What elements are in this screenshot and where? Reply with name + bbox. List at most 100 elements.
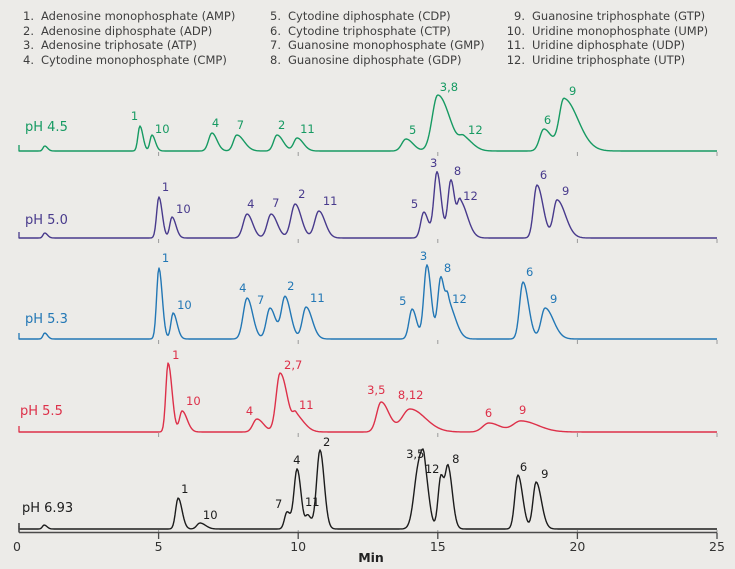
peak-label-ph-5-0: 7 — [272, 196, 279, 210]
trace-label-ph-5-5: pH 5.5 — [20, 404, 63, 419]
peak-label-ph-5-3: 4 — [239, 281, 246, 295]
legend-item-number: 2. — [23, 23, 34, 38]
peak-label-ph-5-0: 11 — [323, 194, 338, 208]
legend-item: 4. Cytodine monophosphate (CMP) — [12, 53, 235, 68]
peak-label-ph-6-93: 1 — [181, 482, 188, 496]
legend-item: 12. Uridine triphosphate (UTP) — [503, 53, 708, 68]
legend-item-number: 11. — [506, 38, 525, 53]
trace-path-ph-5-0 — [19, 170, 717, 239]
legend-item-number: 4. — [23, 52, 34, 67]
peak-label-ph-6-93: 2 — [323, 435, 330, 449]
peak-label-ph-5-5: 6 — [485, 406, 492, 420]
x-axis-title: Min — [358, 550, 384, 565]
peak-label-ph-5-3: 6 — [526, 265, 533, 279]
peak-label-ph-5-5: 2,7 — [284, 358, 302, 372]
x-axis-tick-label: 10 — [290, 539, 306, 554]
peak-label-ph-5-3: 3 — [420, 249, 427, 263]
peak-label-ph-5-0: 10 — [176, 202, 191, 216]
peak-label-ph-4-5: 4 — [212, 116, 219, 130]
peak-label-ph-5-0: 6 — [540, 168, 547, 182]
peak-label-ph-5-0: 8 — [454, 164, 461, 178]
peak-label-ph-5-3: 2 — [287, 279, 294, 293]
peak-label-ph-5-5: 11 — [299, 398, 314, 412]
peak-label-ph-5-3: 8 — [444, 261, 451, 275]
peak-label-ph-5-3: 7 — [257, 293, 264, 307]
legend-item: 3. Adenosine triphosate (ATP) — [12, 38, 235, 53]
legend-item-label: Adenosine diphosphate (ADP) — [41, 23, 213, 38]
legend-item: 7. Guanosine monophosphate (GMP) — [259, 38, 485, 53]
trace-path-ph-5-5 — [19, 362, 717, 433]
peak-label-ph-6-93: 4 — [293, 453, 300, 467]
x-axis-tick-label: 0 — [13, 539, 21, 554]
peak-label-ph-5-3: 10 — [177, 298, 192, 312]
x-axis-tick-label: 5 — [155, 539, 163, 554]
peak-label-ph-5-0: 2 — [298, 187, 305, 201]
x-axis-tick-label: 20 — [569, 539, 585, 554]
peak-label-ph-5-3: 9 — [550, 292, 557, 306]
trace-label-ph-5-0: pH 5.0 — [25, 213, 68, 228]
legend-item: 9. Guanosine triphosphate (GTP) — [503, 9, 708, 24]
legend-item-number: 7. — [270, 38, 281, 53]
legend-item: 6. Cytodine triphosphate (CTP) — [259, 24, 485, 39]
peak-label-ph-5-0: 4 — [247, 197, 254, 211]
legend-item-label: Guanosine triphosphate (GTP) — [532, 9, 706, 23]
legend-item: 10. Uridine monophosphate (UMP) — [503, 24, 708, 39]
peak-label-ph-4-5: 7 — [237, 118, 244, 132]
legend-item-number: 1. — [23, 9, 34, 23]
peak-label-ph-5-0: 5 — [411, 197, 418, 211]
trace-path-ph-5-3 — [19, 264, 717, 340]
legend-column-2: 5. Cytodine diphosphate (CDP) 6. Cytodine t… — [259, 9, 485, 67]
peak-label-ph-5-5: 4 — [246, 404, 253, 418]
legend-item-label: Uridine triphosphate (UTP) — [532, 52, 686, 67]
legend-item-number: 6. — [270, 23, 281, 38]
peak-label-ph-4-5: 5 — [409, 123, 416, 137]
legend-item: 2. Adenosine diphosphate (ADP) — [12, 24, 235, 39]
peak-label-ph-4-5: 12 — [468, 123, 483, 137]
x-axis-tick-label: 25 — [709, 539, 725, 554]
peak-label-ph-5-5: 10 — [186, 394, 201, 408]
trace-label-ph-6-93: pH 6.93 — [22, 501, 73, 516]
peak-label-ph-6-93: 7 — [275, 497, 282, 511]
peak-label-ph-5-3: 5 — [399, 294, 406, 308]
legend-item-label: Adenosine triphosate (ATP) — [41, 38, 197, 53]
legend-item-label: Guanosine monophosphate (GMP) — [288, 38, 485, 53]
peak-label-ph-5-0: 9 — [562, 184, 569, 198]
legend-item-label: Guanosine diphosphate (GDP) — [288, 52, 462, 67]
peak-label-ph-4-5: 6 — [544, 113, 551, 127]
peak-label-ph-5-0: 1 — [162, 180, 169, 194]
trace-path-ph-6-93 — [19, 448, 717, 530]
peak-label-ph-4-5: 2 — [278, 118, 285, 132]
peak-label-ph-6-93: 12 — [425, 462, 440, 476]
peak-label-ph-5-3: 11 — [310, 291, 325, 305]
legend-column-3: 9. Guanosine triphosphate (GTP) 10. Uridine… — [503, 9, 708, 67]
legend-column-1: 1. Adenosine monophosphate (AMP) 2. Adenosi… — [12, 9, 235, 67]
legend-item: 5. Cytodine diphosphate (CDP) — [259, 9, 485, 24]
peak-label-ph-4-5: 10 — [155, 122, 170, 136]
peak-label-ph-5-5: 1 — [172, 348, 179, 362]
peak-label-ph-5-5: 3,5 — [367, 383, 385, 397]
peak-label-ph-5-3: 12 — [452, 292, 467, 306]
peak-label-ph-5-3: 1 — [162, 251, 169, 265]
trace-path-ph-4-5 — [19, 94, 717, 152]
peak-label-ph-6-93: 10 — [203, 508, 218, 522]
legend-item-label: Cytodine diphosphate (CDP) — [288, 9, 451, 23]
legend-item-label: Cytodine triphosphate (CTP) — [288, 23, 451, 38]
peak-label-ph-5-0: 12 — [463, 189, 478, 203]
peak-label-ph-4-5: 11 — [300, 122, 315, 136]
legend-item-number: 3. — [23, 38, 34, 53]
legend-item: 1. Adenosine monophosphate (AMP) — [12, 9, 235, 24]
legend-item-label: Uridine diphosphate (UDP) — [532, 38, 686, 53]
peak-label-ph-4-5: 3,8 — [440, 80, 458, 94]
peak-label-ph-6-93: 3,5 — [406, 447, 424, 461]
legend-item-label: Cytodine monophosphate (CMP) — [41, 52, 227, 67]
peak-label-ph-5-0: 3 — [430, 156, 437, 170]
legend-item-number: 12. — [506, 52, 525, 67]
legend-item: 8. Guanosine diphosphate (GDP) — [259, 53, 485, 68]
trace-label-ph-5-3: pH 5.3 — [25, 312, 68, 327]
peak-label-ph-6-93: 11 — [305, 495, 320, 509]
peak-label-ph-5-5: 8,12 — [398, 388, 424, 402]
legend-item-number: 5. — [270, 9, 281, 23]
legend-item-number: 9. — [514, 9, 525, 23]
